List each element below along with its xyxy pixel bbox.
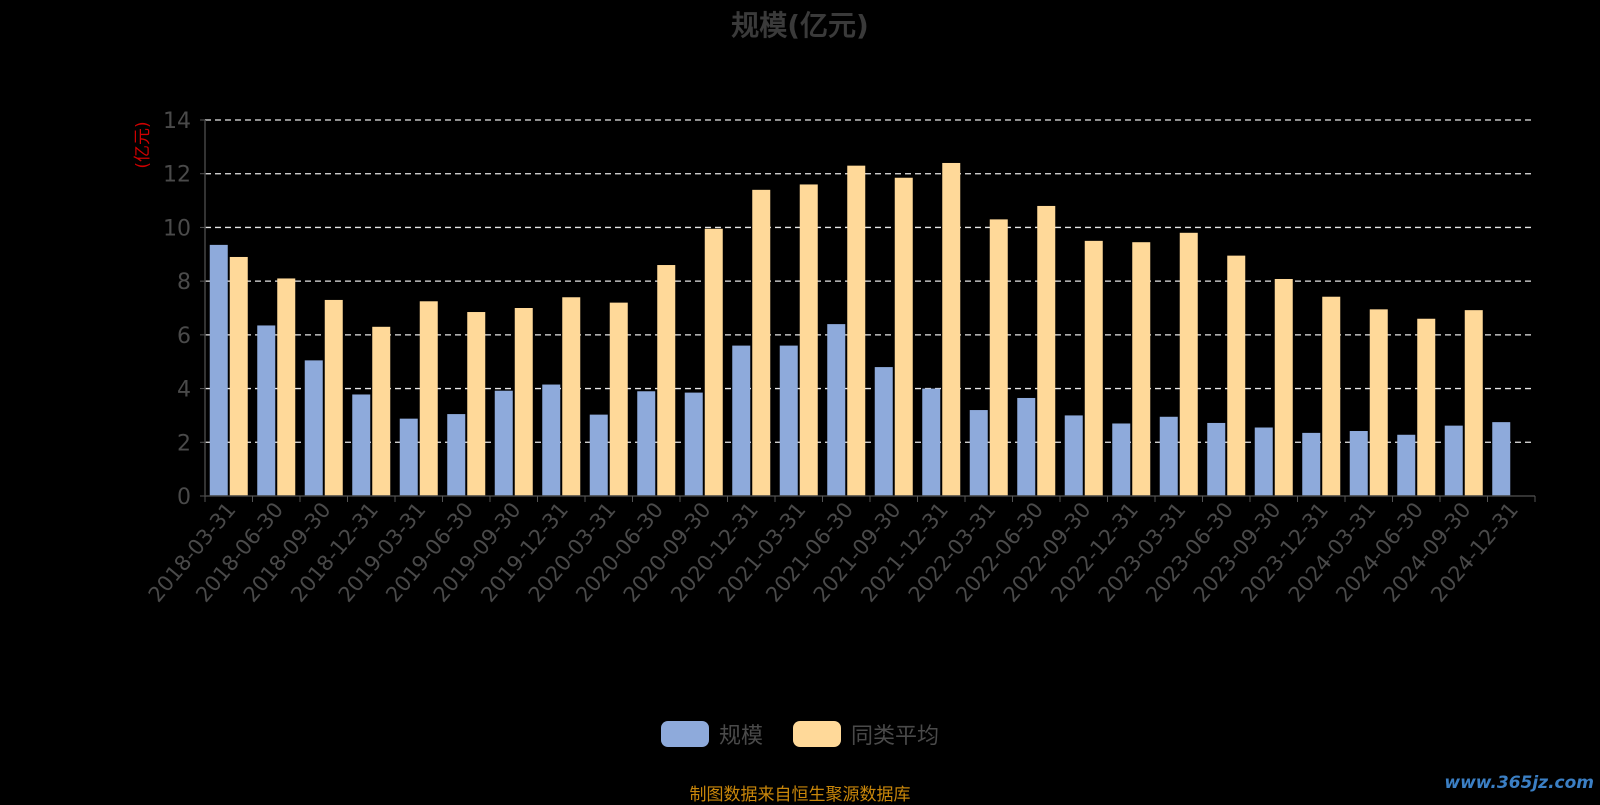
legend-item-peer-average[interactable]: 同类平均 — [793, 718, 939, 750]
y-tick-label: 10 — [163, 216, 191, 241]
bar-peer-average — [894, 177, 913, 496]
bar-scale — [447, 414, 466, 496]
y-tick-label: 14 — [163, 109, 191, 134]
y-tick-label: 6 — [177, 324, 191, 349]
bar-peer-average — [1322, 296, 1341, 496]
bar-peer-average — [277, 278, 296, 496]
bar-scale — [209, 244, 228, 496]
bar-scale — [1397, 434, 1416, 496]
bar-peer-average — [419, 301, 438, 496]
bar-scale — [1492, 422, 1511, 496]
bar-peer-average — [799, 184, 818, 496]
legend-swatch-peer-average — [793, 721, 841, 747]
bar-scale — [399, 418, 418, 496]
bar-peer-average — [752, 189, 771, 497]
bar-peer-average — [989, 219, 1008, 496]
bar-scale — [779, 345, 798, 496]
watermark: www.365jz.com — [1444, 773, 1594, 793]
bar-scale — [922, 388, 941, 496]
y-tick-label: 4 — [177, 378, 191, 403]
bar-scale — [352, 394, 371, 496]
x-axis-ticks: 2018-03-312018-06-302018-09-302018-12-31… — [144, 496, 1536, 607]
bar-peer-average — [704, 228, 723, 496]
bar-peer-average — [1084, 240, 1103, 496]
bar-peer-average — [1132, 242, 1151, 496]
legend-item-scale[interactable]: 规模 — [660, 718, 763, 750]
bar-scale — [732, 345, 751, 496]
y-axis-label: (亿元) — [133, 121, 153, 168]
bar-peer-average — [562, 297, 581, 496]
bar-scale — [874, 367, 893, 496]
bar-peer-average — [467, 312, 486, 496]
bar-scale — [969, 410, 988, 496]
y-axis-ticks: 0 2 4 6 8 10 12 14 — [163, 109, 205, 510]
data-source-note: 制图数据来自恒生聚源数据库 — [689, 785, 911, 805]
bar-scale — [684, 392, 703, 496]
legend: 规模 同类平均 — [0, 718, 1600, 750]
bar-peer-average — [324, 299, 343, 496]
bar-peer-average — [847, 165, 866, 496]
y-tick-label: 12 — [163, 163, 191, 188]
bar-scale — [304, 360, 323, 496]
legend-label-scale: 规模 — [718, 724, 763, 749]
bar-peer-average — [657, 265, 676, 496]
bar-scale — [1302, 432, 1321, 496]
bar-scale — [827, 324, 846, 496]
bar-peer-average — [1274, 278, 1293, 496]
bar-scale — [494, 390, 513, 496]
bar-scale — [1017, 397, 1036, 496]
y-tick-label: 2 — [177, 431, 191, 456]
y-tick-label: 8 — [177, 270, 191, 295]
bar-peer-average — [1179, 232, 1198, 497]
legend-label-peer-average: 同类平均 — [851, 724, 940, 749]
bar-peer-average — [609, 302, 628, 496]
bar-scale — [589, 414, 608, 496]
bar-peer-average — [1227, 255, 1246, 496]
bar-peer-average — [514, 308, 533, 496]
bar-scale — [1444, 425, 1463, 496]
bar-scale — [1112, 423, 1131, 496]
bar-peer-average — [942, 162, 961, 496]
bar-peer-average — [1369, 309, 1388, 496]
bar-scale — [1207, 422, 1226, 496]
bars — [209, 162, 1511, 497]
bar-scale — [542, 384, 561, 496]
bar-scale — [257, 325, 276, 496]
bar-peer-average — [372, 326, 391, 496]
bar-peer-average — [1417, 318, 1436, 496]
bar-scale — [1064, 415, 1083, 496]
bar-scale — [1254, 427, 1273, 496]
bar-peer-average — [229, 256, 248, 496]
bar-peer-average — [1464, 310, 1483, 496]
bar-scale — [637, 391, 656, 496]
y-tick-label: 0 — [177, 485, 191, 510]
bar-scale — [1349, 431, 1368, 496]
legend-swatch-scale — [660, 721, 709, 747]
bar-chart: 0 2 4 6 8 10 12 14 (亿元) 2018-03-312018-06-30201… — [133, 109, 1536, 607]
bar-peer-average — [1037, 205, 1056, 496]
bar-scale — [1159, 416, 1178, 496]
chart-title: 规模(亿元) — [731, 9, 869, 42]
